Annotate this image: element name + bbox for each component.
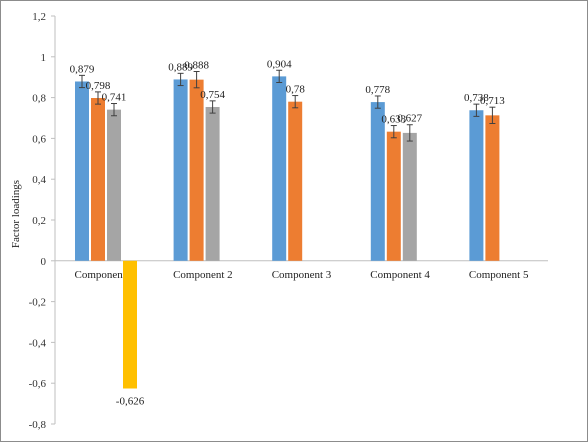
bar [469, 110, 484, 261]
bars-group [75, 76, 500, 389]
bar [75, 81, 89, 261]
bar [123, 260, 137, 389]
data-label: 0,888 [184, 59, 209, 71]
y-tick-label: -0,8 [29, 419, 47, 431]
category-label: Component 4 [370, 269, 430, 281]
bar [205, 106, 220, 261]
y-tick-label: 0,2 [32, 215, 46, 227]
y-tick-label: 0,8 [32, 93, 46, 105]
category-label: Component 1 [75, 269, 135, 281]
error-bar [95, 91, 101, 105]
bar [485, 115, 500, 261]
error-bar [473, 103, 480, 117]
y-tick-label: 0 [41, 256, 47, 268]
bar [386, 131, 401, 261]
bar [272, 76, 287, 261]
data-label: 0,889 [168, 61, 193, 73]
bar [91, 98, 105, 261]
error-bar [292, 95, 299, 109]
data-label: 0,627 [397, 113, 422, 125]
error-bar [79, 74, 85, 89]
error-bar [111, 103, 117, 117]
data-label: 0,904 [267, 58, 292, 70]
data-labels-group: 0,879 0,889 0,904 0,778 0,738 0,798 0,888 0,78 0… [70, 58, 506, 407]
data-label: 0,754 [200, 89, 225, 101]
y-tick-label: -0,4 [29, 337, 47, 349]
error-bar [209, 100, 216, 114]
error-bar [276, 69, 283, 84]
bar [370, 102, 385, 261]
category-label: Component 3 [272, 269, 332, 281]
category-label: Component 2 [173, 269, 233, 281]
bar [173, 79, 188, 261]
bar [189, 79, 204, 261]
y-tick-label: 1,2 [32, 11, 46, 23]
error-bar [489, 106, 496, 125]
y-tick-label: 0,4 [32, 174, 46, 186]
y-tick-label: 0,6 [32, 133, 46, 145]
error-bar [177, 72, 184, 87]
y-tick-label: -0,6 [29, 378, 47, 390]
error-bar [390, 125, 397, 139]
data-label: 0,738 [464, 92, 489, 104]
data-label: 0,713 [480, 95, 505, 107]
bar [107, 109, 121, 261]
axes-group: 1,2 1 0,8 0,6 0,4 0,2 0 -0,2 -0,4 -0,6 -0,8 Compone… [29, 11, 548, 431]
bar [402, 132, 417, 261]
y-axis-title: Factor loadings [10, 180, 22, 248]
y-tick-label: 1 [41, 52, 47, 64]
error-bar [374, 95, 381, 109]
category-label: Component 5 [469, 269, 529, 281]
data-label: 0,78 [286, 84, 306, 96]
error-bar [406, 124, 413, 142]
data-label: 0,778 [365, 84, 390, 96]
data-label: -0,626 [116, 396, 145, 408]
data-label: 0,798 [86, 80, 111, 92]
data-label: 0,879 [70, 63, 95, 75]
data-label: 0,741 [102, 92, 127, 104]
error-bars-group [79, 69, 496, 142]
y-tick-label: -0,2 [29, 297, 46, 309]
error-bar [193, 70, 200, 89]
bar [288, 101, 303, 261]
data-label: 0,633 [381, 114, 406, 126]
